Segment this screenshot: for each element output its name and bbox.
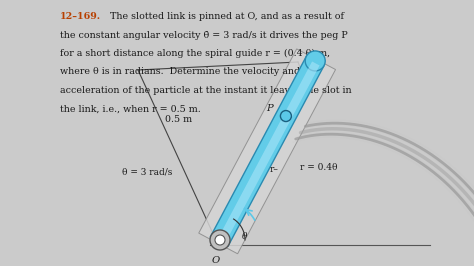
Text: for a short distance along the spiral guide r = (0.4 θ) m,: for a short distance along the spiral gu… xyxy=(60,49,330,58)
Text: θ: θ xyxy=(242,232,247,241)
Text: 0.5 m: 0.5 m xyxy=(165,115,192,124)
Text: where θ is in radians.  Determine the velocity and: where θ is in radians. Determine the vel… xyxy=(60,68,300,77)
Text: The slotted link is pinned at O, and as a result of: The slotted link is pinned at O, and as … xyxy=(104,12,344,21)
Text: the link, i.e., when r = 0.5 m.: the link, i.e., when r = 0.5 m. xyxy=(60,105,201,114)
Text: O: O xyxy=(212,256,220,265)
Text: θ̇ = 3 rad/s: θ̇ = 3 rad/s xyxy=(122,168,173,177)
Polygon shape xyxy=(199,49,336,254)
Text: P: P xyxy=(266,104,273,113)
Text: r–: r– xyxy=(269,165,278,174)
Circle shape xyxy=(281,111,292,122)
Circle shape xyxy=(305,51,325,71)
Text: acceleration of the particle at the instant it leaves the slot in: acceleration of the particle at the inst… xyxy=(60,86,352,95)
Text: the constant angular velocity θ̇ = 3 rad/s it drives the peg P: the constant angular velocity θ̇ = 3 rad… xyxy=(60,31,348,39)
Text: r = 0.4θ: r = 0.4θ xyxy=(300,164,337,172)
Circle shape xyxy=(210,230,230,250)
Text: 12–169.: 12–169. xyxy=(60,12,101,21)
Polygon shape xyxy=(218,61,319,243)
Circle shape xyxy=(215,235,225,245)
Polygon shape xyxy=(210,56,324,246)
